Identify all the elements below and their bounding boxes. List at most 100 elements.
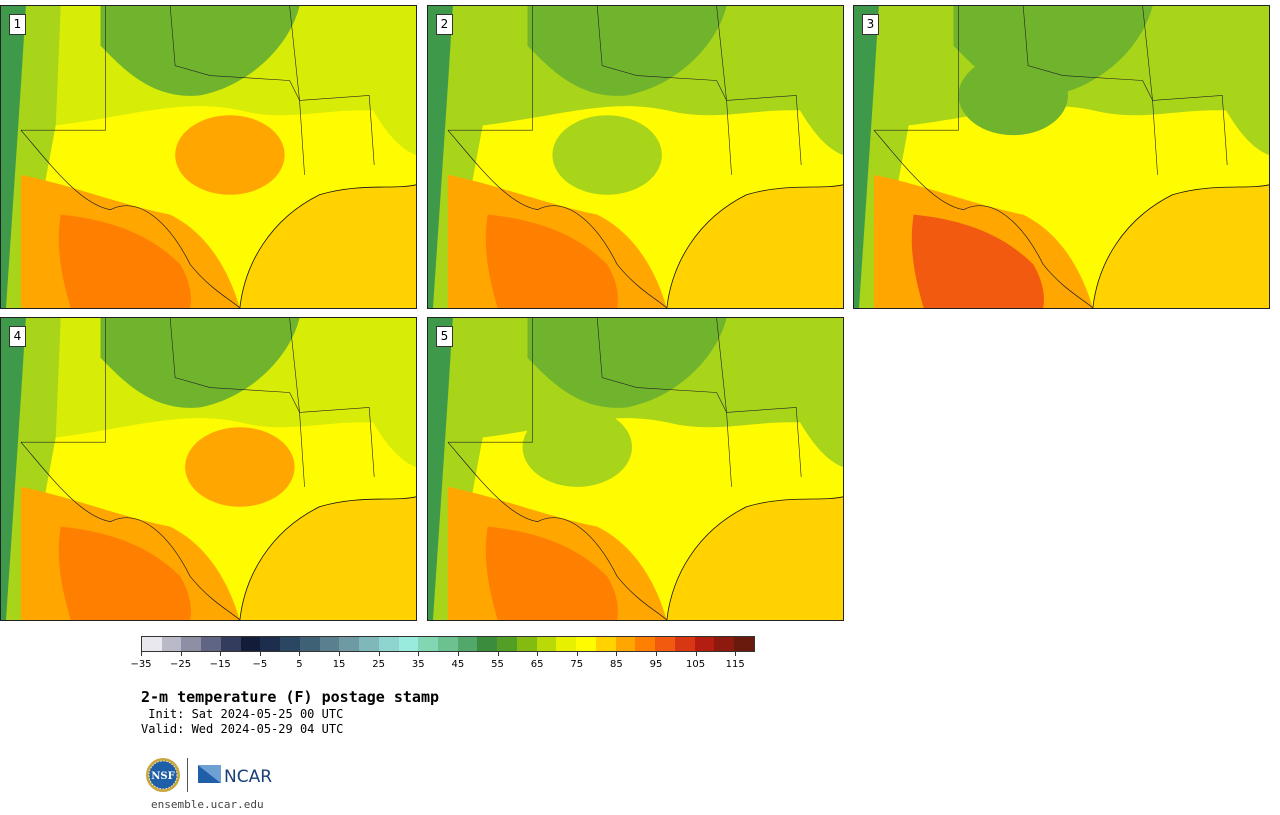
member-panel-3: 3: [853, 5, 1270, 309]
colorbar-cell: [161, 637, 182, 651]
valid-time: Valid: Wed 2024-05-29 04 UTC: [141, 722, 344, 736]
gulf-of-mexico: [239, 184, 416, 308]
temperature-map: [428, 6, 843, 308]
colorbar-cell: [240, 637, 261, 651]
colorbar-tick-label: 95: [649, 659, 663, 670]
gulf-of-mexico: [239, 496, 416, 620]
nsf-logo: NSF: [146, 758, 180, 792]
colorbar-cell: [595, 637, 616, 651]
colorbar-tick-label: 35: [411, 659, 425, 670]
colorbar-cell: [260, 637, 281, 651]
southwest-hot-region: [58, 526, 191, 620]
international-border: [447, 441, 668, 620]
logo-divider: [187, 758, 188, 792]
colorbar-cell: [576, 637, 596, 651]
member-panel-2: 2: [427, 5, 844, 309]
state-border: [289, 318, 375, 477]
colorbar-tick: [299, 652, 301, 656]
colorbar-tick: [537, 652, 539, 656]
colorbar-tick: [576, 652, 578, 656]
colorbar-tick: [735, 652, 737, 656]
colorbar-cell: [220, 637, 241, 651]
state-border: [716, 6, 802, 165]
member-label: 3: [862, 14, 879, 35]
temperature-map: [428, 318, 843, 620]
colorbar-tick: [497, 652, 499, 656]
colorbar-tick: [141, 652, 142, 656]
colorbar-tick-label: −15: [209, 659, 231, 670]
state-border: [20, 318, 106, 443]
southwest-hot-region: [58, 214, 191, 308]
central-temperature-anomaly: [552, 115, 662, 195]
colorbar-tick-label: 5: [296, 659, 303, 670]
colorbar-tick-label: −5: [252, 659, 268, 670]
gulf-coastline: [1092, 184, 1269, 308]
colorbar-tick-label: −25: [170, 659, 192, 670]
northeast-mild-region: [756, 318, 843, 468]
colorbar-cell: [734, 637, 754, 651]
chart-title: 2-m temperature (F) postage stamp: [141, 688, 440, 706]
member-panel-5: 5: [427, 317, 844, 621]
international-border: [20, 441, 241, 620]
gulf-of-mexico: [1092, 184, 1269, 308]
colorbar-tick-label: 115: [725, 659, 745, 670]
state-border: [20, 6, 106, 131]
colorbar-cell: [674, 637, 695, 651]
international-border: [873, 129, 1094, 308]
gulf-coastline: [666, 184, 843, 308]
northern-cool-region: [100, 6, 300, 96]
member-label: 1: [9, 14, 26, 35]
colorbar-cell: [142, 637, 162, 651]
colorbar-tick-label: 45: [451, 659, 465, 670]
colorbar-cell: [359, 637, 379, 651]
colorbar-cell: [438, 637, 458, 651]
colorbar-tick-label: 75: [570, 659, 584, 670]
colorbar-cell: [655, 637, 675, 651]
colorbar-cell: [398, 637, 419, 651]
colorbar-cell: [536, 637, 557, 651]
state-border: [1022, 6, 1158, 175]
state-border: [596, 318, 732, 487]
western-high-terrain: [428, 318, 453, 620]
member-label: 5: [436, 326, 453, 347]
colorbar-tick-label: −35: [130, 659, 152, 670]
colorbar-tick-label: 15: [332, 659, 346, 670]
northeast-mild-region: [1182, 6, 1269, 156]
western-high-terrain: [1, 6, 26, 308]
colorbar-cell: [339, 637, 360, 651]
northern-cool-region: [100, 318, 300, 408]
state-border: [716, 318, 802, 477]
colorbar-tick: [180, 652, 182, 656]
colorbar-tick: [457, 652, 459, 656]
colorbar-tick: [220, 652, 222, 656]
temperature-map: [854, 6, 1269, 308]
colorbar-ticks: −35 −25 −15 −5 5 15 25 35 45 55 65 75 85 95 105 115: [130, 652, 755, 672]
colorbar-tick: [695, 652, 697, 656]
colorbar-cell: [319, 637, 340, 651]
colorbar-tick-label: 65: [530, 659, 544, 670]
colorbar-cell: [457, 637, 478, 651]
colorbar-cell: [714, 637, 735, 651]
temperature-map: [1, 318, 416, 620]
colorbar-tick: [339, 652, 341, 656]
colorbar-tick-label: 25: [372, 659, 386, 670]
colorbar-tick-label: 85: [609, 659, 623, 670]
northern-cool-region: [527, 318, 727, 408]
gulf-coastline: [239, 184, 416, 308]
western-high-terrain: [1, 318, 26, 620]
southwest-hot-region: [911, 214, 1044, 308]
northeast-mild-region: [756, 6, 843, 156]
state-border: [169, 318, 305, 487]
central-temperature-anomaly: [175, 115, 285, 195]
central-temperature-anomaly: [185, 427, 295, 507]
state-border: [873, 6, 959, 131]
colorbar-cell: [516, 637, 537, 651]
ncar-logo: NCAR: [198, 765, 272, 787]
gulf-coastline: [666, 496, 843, 620]
colorbar-tick: [616, 652, 618, 656]
colorbar-cell: [497, 637, 517, 651]
state-border: [596, 6, 732, 175]
logo-area: NSF NCAR: [145, 757, 285, 793]
colorbar-tick-label: 105: [686, 659, 706, 670]
colorbar-tick: [655, 652, 657, 656]
